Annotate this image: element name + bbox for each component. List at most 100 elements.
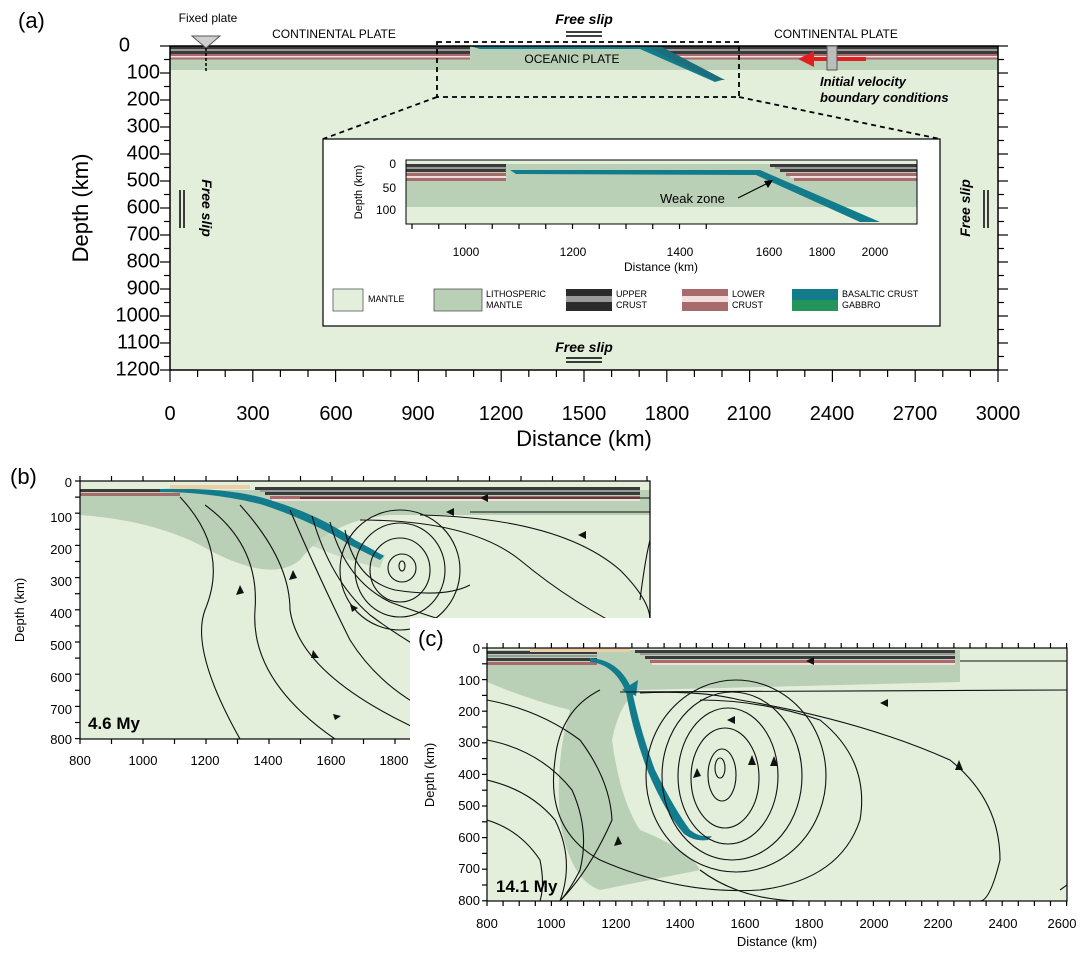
legend-mantle: MANTLE bbox=[368, 294, 405, 304]
inset-xtick-1000: 1000 bbox=[453, 245, 480, 259]
c-ytick-100: 100 bbox=[458, 673, 480, 688]
a-xtick-600: 600 bbox=[319, 403, 352, 425]
c-xtick-1600: 1600 bbox=[731, 916, 760, 931]
continental-crust-left bbox=[170, 46, 470, 60]
inset-xtick-1600: 1600 bbox=[756, 245, 783, 259]
inset-ytick-50: 50 bbox=[383, 181, 397, 195]
continental-right-label: CONTINENTAL PLATE bbox=[774, 27, 898, 41]
inset-xtick-2000: 2000 bbox=[862, 245, 889, 259]
panel-c-plot bbox=[487, 648, 1067, 901]
b-xtick-800: 800 bbox=[69, 753, 91, 768]
inset-xlabel: Distance (km) bbox=[624, 260, 698, 274]
legend-swatch-basaltic bbox=[792, 289, 838, 311]
a-xtick-3000: 3000 bbox=[976, 403, 1021, 425]
legend-upper-1: UPPER bbox=[616, 289, 648, 299]
a-ytick-300: 300 bbox=[127, 115, 160, 137]
oceanic-crust bbox=[470, 46, 722, 82]
b-ytick-500: 500 bbox=[50, 638, 72, 653]
a-ytick-700: 700 bbox=[127, 223, 160, 245]
velocity-arrow-icon bbox=[798, 45, 866, 71]
a-ytick-1100: 1100 bbox=[117, 331, 160, 353]
a-xtick-0: 0 bbox=[164, 403, 175, 425]
free-slip-left-icon bbox=[179, 190, 185, 228]
inset-x-ticks bbox=[411, 224, 707, 229]
free-slip-right-label: Free slip bbox=[957, 179, 973, 237]
panel-b-label: (b) bbox=[10, 464, 37, 489]
legend-litho-1: LITHOSPERIC bbox=[486, 289, 547, 299]
b-ytick-100: 100 bbox=[50, 510, 72, 525]
panel-b: (b) bbox=[10, 464, 651, 768]
zoom-connector-left bbox=[322, 96, 438, 140]
c-ytick-0: 0 bbox=[473, 641, 480, 656]
panel-c-xlabel: Distance (km) bbox=[737, 934, 817, 949]
legend-lower-1: LOWER bbox=[732, 289, 766, 299]
b-xtick-1000: 1000 bbox=[129, 753, 158, 768]
oceanic-plate-label: OCEANIC PLATE bbox=[524, 52, 619, 66]
c-ytick-800: 800 bbox=[458, 893, 480, 908]
legend-upper-2: CRUST bbox=[616, 300, 648, 310]
b-ytick-400: 400 bbox=[50, 606, 72, 621]
panel-c-ticks bbox=[482, 643, 1068, 906]
a-xtick-2700: 2700 bbox=[893, 403, 938, 425]
velocity-label-line1: Initial velocity bbox=[820, 74, 907, 89]
c-xtick-1800: 1800 bbox=[795, 916, 824, 931]
panel-c-ylabel: Depth (km) bbox=[422, 743, 437, 807]
legend: MANTLE LITHOSPERIC MANTLE UPPER CRUST LO… bbox=[332, 288, 919, 312]
legend-swatch-lower bbox=[682, 289, 728, 311]
inset-xtick-1400: 1400 bbox=[667, 245, 694, 259]
a-xtick-300: 300 bbox=[236, 403, 269, 425]
panel-a-x-ticks bbox=[169, 370, 999, 382]
panel-a-label: (a) bbox=[18, 8, 45, 33]
free-slip-right-icon bbox=[983, 190, 989, 228]
c-xtick-2000: 2000 bbox=[860, 916, 889, 931]
b-ytick-800: 800 bbox=[50, 732, 72, 747]
panel-a-ylabel: Depth (km) bbox=[68, 154, 93, 263]
panel-b-time: 4.6 My bbox=[88, 714, 141, 733]
weak-zone-arrowhead bbox=[764, 180, 773, 188]
b-ytick-200: 200 bbox=[50, 542, 72, 557]
a-ytick-900: 900 bbox=[127, 277, 160, 299]
a-ytick-200: 200 bbox=[127, 88, 160, 110]
legend-swatch-upper bbox=[566, 289, 612, 311]
legend-lower-2: CRUST bbox=[732, 300, 764, 310]
c-ytick-200: 200 bbox=[458, 704, 480, 719]
legend-basaltic-1: BASALTIC CRUST bbox=[842, 289, 919, 299]
a-xtick-2100: 2100 bbox=[727, 403, 772, 425]
inset-xtick-1200: 1200 bbox=[560, 245, 587, 259]
panel-a-xlabel: Distance (km) bbox=[516, 426, 652, 451]
inset-ytick-0: 0 bbox=[389, 157, 396, 171]
a-ytick-0: 0 bbox=[119, 34, 130, 56]
panel-c-label: (c) bbox=[418, 626, 444, 651]
c-xtick-1000: 1000 bbox=[537, 916, 566, 931]
c-ytick-500: 500 bbox=[458, 798, 480, 813]
c-ytick-300: 300 bbox=[458, 735, 480, 750]
b-ytick-0: 0 bbox=[65, 475, 72, 490]
a-ytick-100: 100 bbox=[127, 61, 160, 83]
a-ytick-400: 400 bbox=[127, 142, 160, 164]
continental-left-label: CONTINENTAL PLATE bbox=[272, 27, 396, 41]
weak-zone-label: Weak zone bbox=[660, 191, 725, 206]
c-ytick-400: 400 bbox=[458, 767, 480, 782]
b-xtick-1400: 1400 bbox=[254, 753, 283, 768]
free-slip-top-icon bbox=[566, 31, 602, 37]
c-xtick-2200: 2200 bbox=[924, 916, 953, 931]
free-slip-top-label: Free slip bbox=[555, 11, 613, 27]
a-ytick-1000: 1000 bbox=[116, 304, 161, 326]
inset-ytick-100: 100 bbox=[376, 203, 396, 217]
legend-basaltic-2: GABBRO bbox=[842, 300, 881, 310]
legend-swatch-mantle bbox=[332, 288, 364, 312]
c-xtick-2600: 2600 bbox=[1048, 916, 1077, 931]
b-xtick-1800: 1800 bbox=[380, 753, 409, 768]
b-ytick-600: 600 bbox=[50, 670, 72, 685]
c-xtick-800: 800 bbox=[476, 916, 498, 931]
b-ytick-700: 700 bbox=[50, 702, 72, 717]
b-ytick-300: 300 bbox=[50, 574, 72, 589]
a-ytick-600: 600 bbox=[127, 196, 160, 218]
weak-zone-a bbox=[645, 46, 725, 80]
c-xtick-1400: 1400 bbox=[666, 916, 695, 931]
c-xtick-2400: 2400 bbox=[989, 916, 1018, 931]
zoom-connector-right bbox=[738, 96, 941, 140]
panel-b-plot bbox=[80, 481, 650, 739]
a-ytick-500: 500 bbox=[127, 169, 160, 191]
c-ytick-700: 700 bbox=[458, 861, 480, 876]
